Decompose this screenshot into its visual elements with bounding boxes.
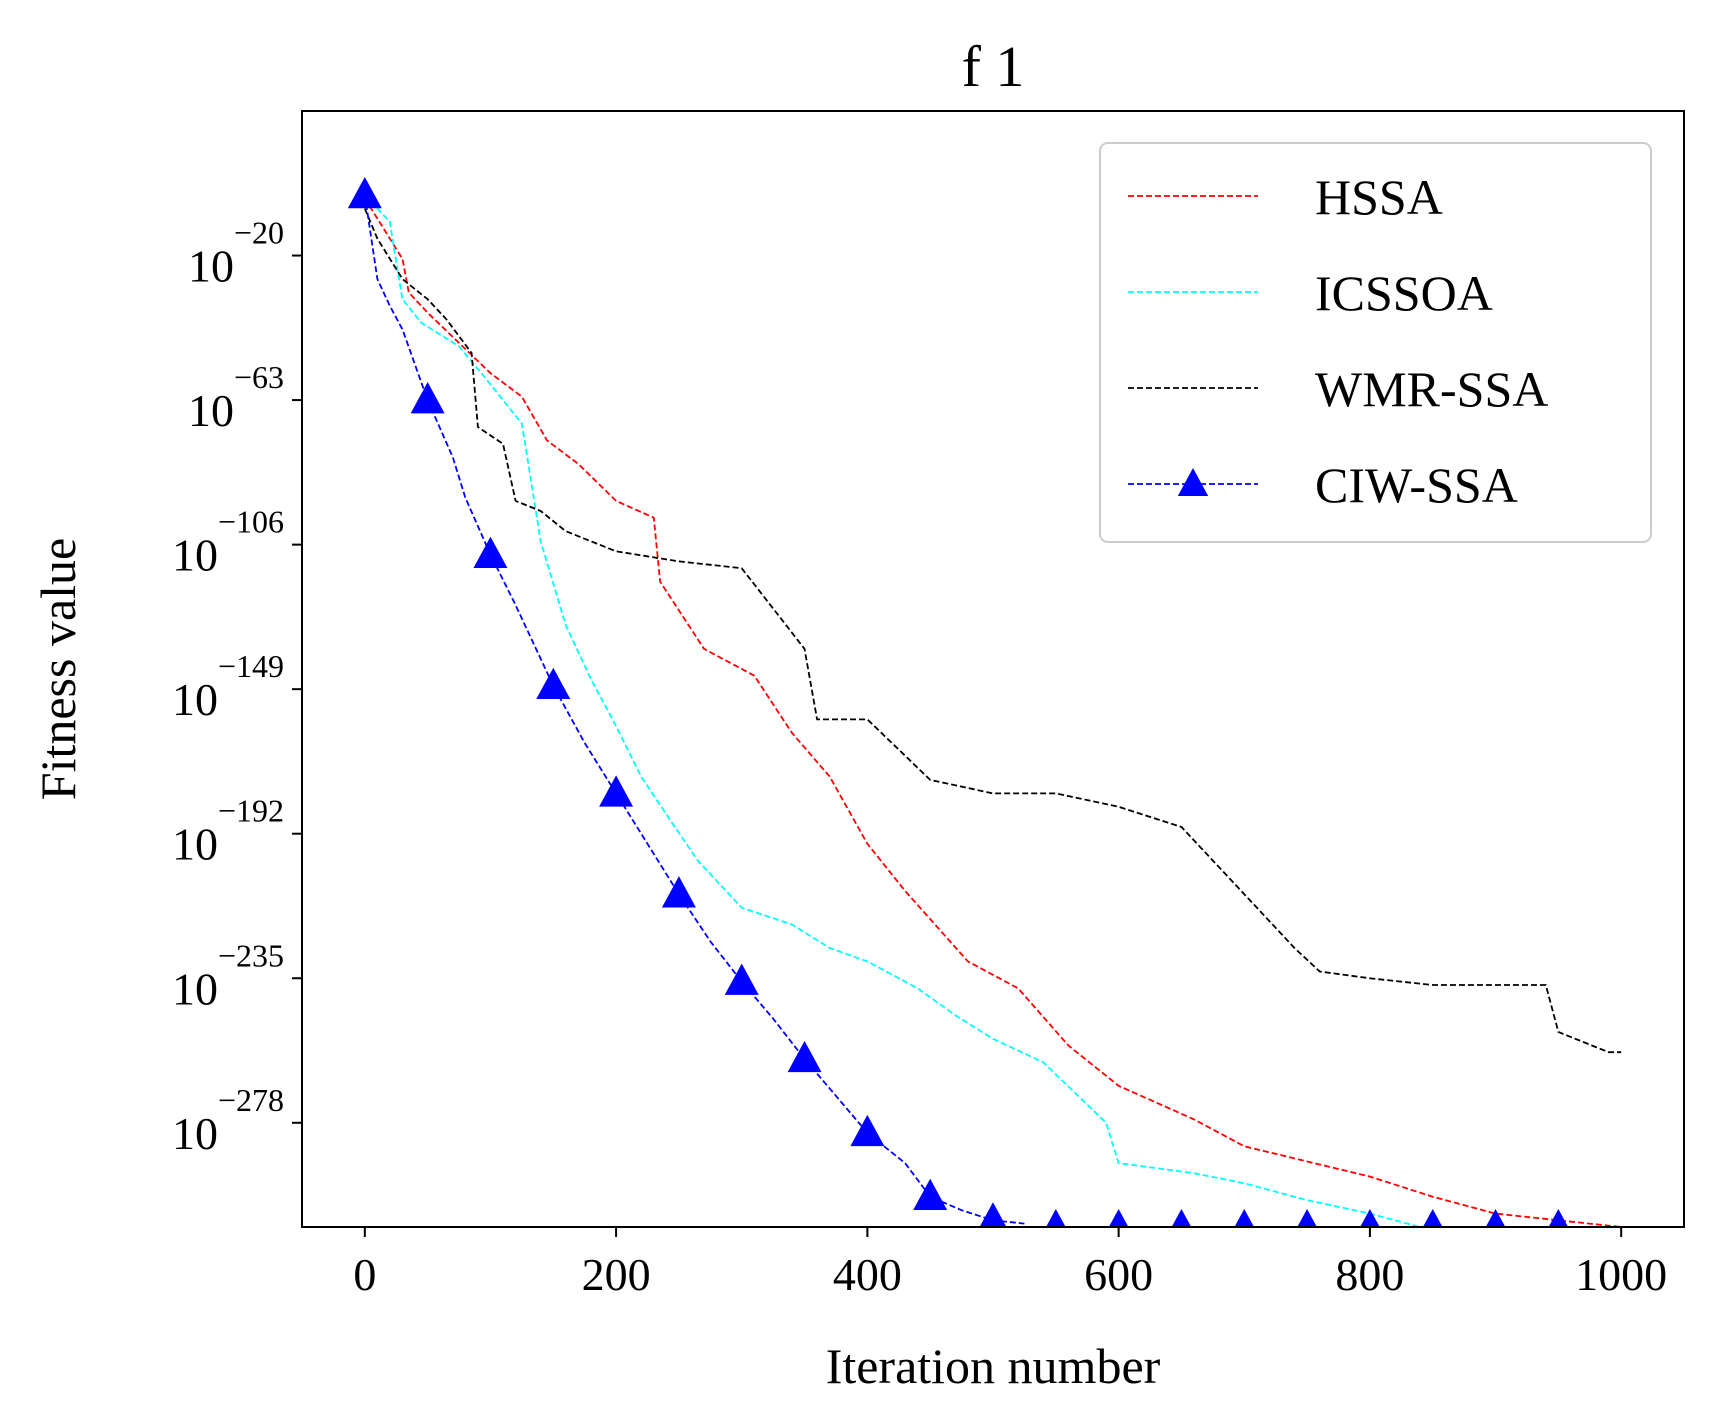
series-marker-ciw-ssa [1360, 1208, 1380, 1227]
x-tick-label: 400 [833, 1249, 902, 1300]
x-axis: 0 200 400 600 800 1000 [353, 1227, 1667, 1300]
series-marker-ciw-ssa [787, 1040, 822, 1073]
chart-title: f 1 [962, 34, 1025, 99]
x-tick-label: 0 [353, 1249, 376, 1300]
series-marker-ciw-ssa [724, 963, 759, 995]
x-tick-label: 200 [582, 1249, 651, 1300]
series-line-ciw-ssa [363, 194, 1025, 1225]
legend-item-wmr-ssa: WMR-SSA [1128, 361, 1548, 417]
series-marker-ciw-ssa [1234, 1208, 1255, 1227]
series-marker-ciw-ssa [1422, 1208, 1443, 1227]
series-marker-ciw-ssa [536, 667, 571, 700]
y-tick-label: 10−106 [172, 504, 284, 581]
y-tick-label: 10−192 [172, 793, 284, 870]
series-line-icssoa [364, 194, 1424, 1227]
series-marker-ciw-ssa [1548, 1208, 1569, 1227]
axes-frame [301, 110, 1685, 1228]
series-marker-ciw-ssa [1485, 1208, 1506, 1227]
legend-box [1099, 142, 1652, 543]
series-marker-ciw-ssa [599, 775, 634, 807]
legend-label: WMR-SSA [1315, 361, 1548, 417]
legend: HSSA ICSSOA WMR-SSA CIW-SSA [1099, 142, 1652, 543]
x-axis-label: Iteration number [826, 1338, 1161, 1394]
series-marker-ciw-ssa [913, 1178, 948, 1210]
series-marker-ciw-ssa [661, 876, 696, 908]
series-marker-ciw-ssa [850, 1114, 885, 1147]
x-tick-label: 600 [1084, 1249, 1153, 1300]
legend-marker [1177, 468, 1209, 496]
y-tick-label: 10−149 [172, 648, 284, 725]
y-tick-label: 10−20 [188, 215, 284, 292]
legend-label: CIW-SSA [1315, 457, 1518, 513]
legend-item-hssa: HSSA [1128, 169, 1443, 225]
legend-label: HSSA [1315, 169, 1443, 225]
y-axis: 10−20 10−63 10−106 10−149 10−192 10−235 10−278 [172, 215, 302, 1159]
series-line-wmr-ssa [363, 208, 1622, 1054]
series-marker-ciw-ssa [473, 536, 508, 568]
x-tick-label: 800 [1335, 1249, 1404, 1300]
series-marker-ciw-ssa [347, 176, 382, 209]
series-line-hssa [364, 197, 1622, 1227]
y-tick-label: 10−63 [188, 359, 284, 436]
x-tick-label: 1000 [1575, 1249, 1667, 1300]
y-tick-label: 10−278 [172, 1082, 284, 1159]
legend-item-icssoa: ICSSOA [1128, 265, 1493, 321]
series-marker-ciw-ssa [979, 1202, 1007, 1227]
series-marker-ciw-ssa [1046, 1208, 1066, 1227]
series-marker-ciw-ssa [1108, 1208, 1129, 1227]
series-marker-ciw-ssa [1297, 1208, 1317, 1227]
legend-item-ciw-ssa: CIW-SSA [1128, 457, 1518, 513]
series-marker-ciw-ssa [1171, 1208, 1192, 1227]
series-marker-ciw-ssa [410, 382, 445, 414]
plot-area [347, 176, 1622, 1227]
y-axis-label: Fitness value [30, 538, 86, 800]
y-tick-label: 10−235 [172, 937, 284, 1014]
legend-label: ICSSOA [1315, 265, 1493, 321]
